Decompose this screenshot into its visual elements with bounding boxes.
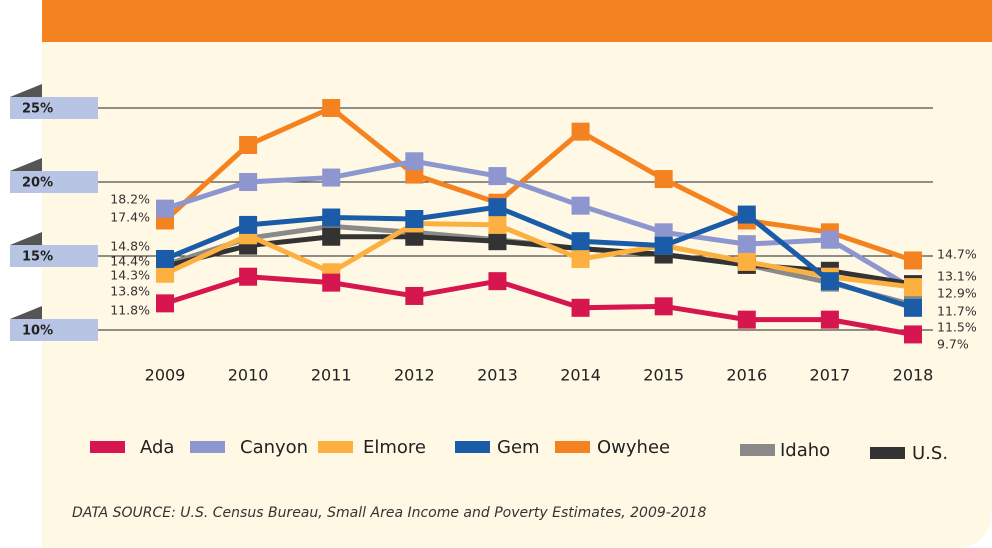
marker [571,196,590,215]
marker [737,310,756,329]
legend-swatch [318,441,353,453]
tick-tab [10,232,42,245]
marker [239,215,258,234]
legend-swatch [90,441,125,453]
value-label: 17.4% [110,210,150,225]
marker [156,264,174,283]
x-tick-label: 2012 [394,366,435,385]
marker [571,249,590,268]
series-line [163,105,914,263]
value-label: 13.1% [937,269,977,284]
legend-swatch [190,441,225,453]
marker [322,227,341,246]
legend-label: Canyon [240,437,308,458]
x-tick-label: 2009 [145,366,186,385]
marker [820,230,839,249]
marker [405,152,424,171]
panel [42,0,992,548]
x-tick-label: 2011 [311,366,352,385]
series-line [163,220,914,290]
value-label: 12.9% [937,286,977,301]
tick-box [10,245,98,267]
marker [322,168,341,187]
x-tick-label: 2013 [477,366,518,385]
legend-swatch [870,447,905,459]
legend-label: Idaho [780,440,830,461]
marker [156,294,174,313]
marker [904,251,922,270]
y-tick-label: 10% [22,324,53,339]
y-tick-label: 25% [22,102,53,117]
header-bar [42,0,992,42]
value-label: 14.8% [110,239,150,254]
value-label: 9.7% [937,337,969,352]
x-tick-label: 2016 [726,366,767,385]
source: DATA SOURCE: U.S. Census Bureau, Small A… [72,505,707,521]
value-label: 11.7% [937,304,977,319]
marker [737,252,756,271]
value-label: 11.5% [937,320,977,335]
y-tick-label: 20% [22,176,53,191]
marker [654,236,673,255]
marker [571,298,590,317]
tick-tab [10,306,42,319]
y-tick-label: 15% [22,250,53,265]
value-label: 14.7% [937,247,977,262]
legend-label: Owyhee [597,437,670,458]
marker [654,297,673,316]
marker [488,215,507,234]
marker [571,232,590,251]
value-label: 18.2% [110,192,150,207]
tick-box [10,171,98,193]
legend-label: Ada [140,437,174,458]
marker [488,167,507,186]
marker [488,232,507,251]
series-line [164,274,914,337]
marker [820,310,839,329]
marker [156,199,174,218]
value-label: 14.3% [110,268,150,283]
legend-swatch [740,444,775,456]
marker [904,278,922,297]
marker [904,298,922,317]
x-tick-label: 2018 [893,366,934,385]
tick-box [10,97,98,119]
marker [654,170,673,189]
marker [239,267,258,286]
marker [239,173,258,191]
legend-swatch [555,441,590,453]
marker [737,235,756,254]
marker [239,136,258,154]
marker [904,325,922,344]
value-label: 14.4% [110,254,150,269]
value-label: 13.8% [110,284,150,299]
marker [322,208,341,227]
legend-label: Gem [497,437,540,458]
marker [820,272,839,291]
x-tick-label: 2015 [643,366,684,385]
marker [571,122,590,141]
series-line [164,158,915,291]
marker [322,273,341,292]
x-tick-label: 2017 [810,366,851,385]
legend-label: Elmore [363,437,426,458]
value-label: 11.8% [110,303,150,318]
tick-tab [10,84,42,97]
marker [156,249,174,268]
legend-swatch [455,441,490,453]
marker [488,198,507,217]
marker [488,272,507,291]
series-line [164,204,914,311]
marker [405,286,424,305]
marker [322,99,341,117]
tick-tab [10,158,42,171]
marker [405,210,424,228]
tick-box [10,319,98,341]
legend-label: U.S. [912,443,948,464]
marker [737,205,756,224]
x-tick-label: 2010 [228,366,269,385]
x-tick-label: 2014 [560,366,601,385]
